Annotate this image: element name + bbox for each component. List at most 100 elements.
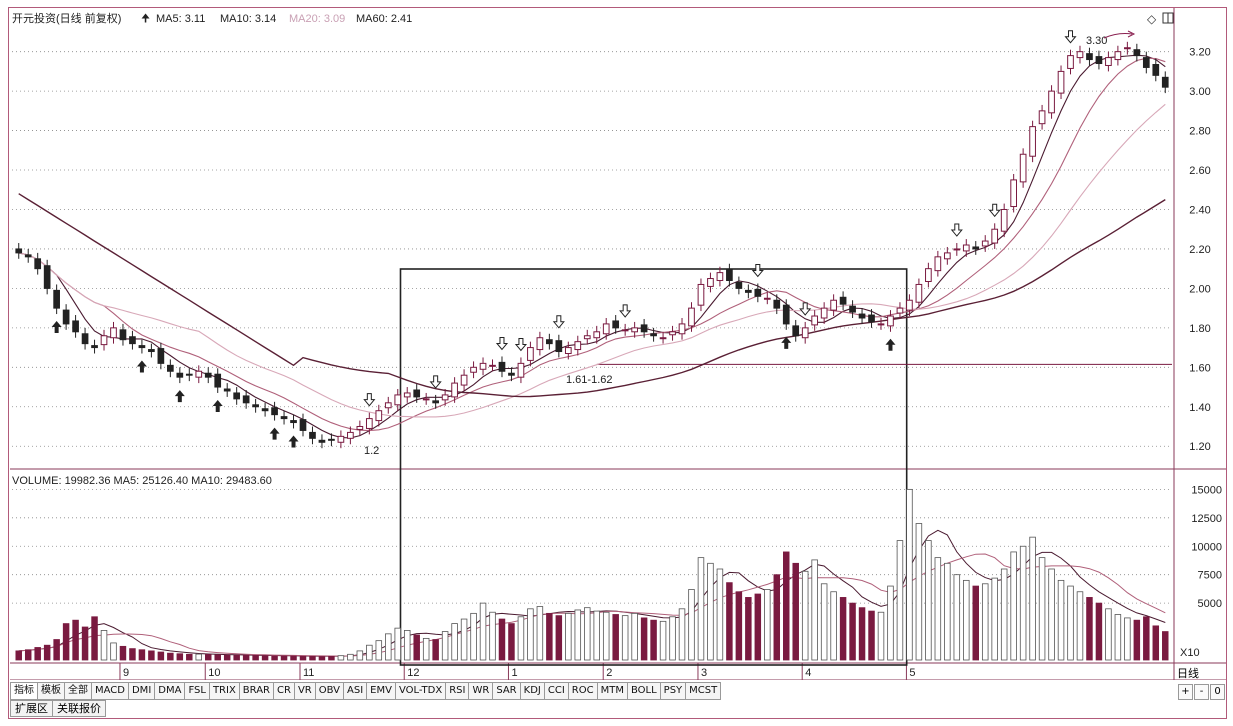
indicator-tab[interactable]: VR — [294, 682, 316, 700]
volume-bar — [138, 649, 146, 661]
candle-body — [280, 416, 288, 420]
candle-body — [157, 348, 165, 364]
sell-arrow-icon — [988, 203, 1001, 218]
indicator-tab[interactable]: CCI — [544, 682, 569, 700]
indicator-tab[interactable]: RSI — [446, 682, 470, 700]
candle-body — [612, 320, 620, 329]
candle-body — [830, 299, 837, 311]
volume-bar — [1143, 616, 1150, 661]
candle-body — [261, 408, 269, 412]
candle-body — [413, 389, 421, 398]
volume-bar — [1000, 568, 1008, 661]
candle-body — [1067, 55, 1074, 69]
volume-bar — [631, 612, 638, 661]
volume-bar — [422, 637, 430, 661]
indicator-tab[interactable]: CR — [274, 682, 295, 700]
candle-body — [223, 388, 231, 392]
candle-body — [72, 320, 79, 333]
ma60-line — [18, 193, 1166, 398]
ma20-label: MA20: 3.09 — [289, 13, 345, 25]
price-tick: 2.80 — [1189, 126, 1210, 138]
volume-bar — [877, 611, 885, 661]
candle-body — [1019, 153, 1027, 183]
candle-body — [148, 349, 155, 353]
volume-bar — [62, 623, 70, 661]
volume-bar — [318, 656, 326, 661]
zoom-button[interactable]: - — [1194, 684, 1209, 700]
indicator-tab[interactable]: DMA — [155, 682, 186, 700]
candle-body — [375, 410, 383, 422]
indicator-tab[interactable]: TRIX — [209, 682, 240, 700]
stock-chart: 3.20 3.00 2.80 2.60 2.40 2.20 2.00 1.80 1.60 1.40… — [0, 0, 1226, 680]
indicator-tab[interactable]: BOLL — [627, 682, 661, 700]
price-tick: 2.40 — [1189, 204, 1210, 216]
volume-bar — [252, 655, 259, 661]
candle-body — [574, 341, 582, 351]
indicator-tab[interactable]: PSY — [660, 682, 687, 700]
volume-bar — [53, 639, 60, 661]
sell-arrow-icon — [552, 315, 565, 329]
zoom-button[interactable]: + — [1178, 684, 1193, 700]
volume-bar — [555, 615, 563, 661]
indicator-tab[interactable]: FSL — [185, 682, 210, 700]
sell-arrow-icon — [619, 304, 632, 318]
month-label: 5 — [909, 667, 915, 679]
candle-body — [100, 335, 108, 346]
indicator-tab[interactable]: KDJ — [520, 682, 545, 700]
volume-bar — [432, 639, 439, 661]
ma20-line — [18, 103, 1166, 418]
indicator-tab[interactable]: 全部 — [65, 682, 92, 700]
indicator-tab[interactable]: MCST — [686, 682, 722, 700]
candle-body — [347, 431, 354, 439]
extension-tab[interactable]: 扩展区 — [10, 700, 53, 717]
volume-bar — [470, 612, 477, 661]
candle-body — [640, 324, 648, 333]
diamond-icon[interactable]: ◇ — [1147, 12, 1157, 26]
extension-tab[interactable]: 关联报价 — [53, 700, 106, 717]
candle-body — [972, 246, 980, 250]
buy-arrow-icon — [174, 390, 185, 403]
indicator-tab[interactable]: ASI — [344, 682, 368, 700]
candle-body — [195, 370, 203, 378]
volume-bar — [1086, 597, 1093, 661]
candle-body — [858, 313, 866, 319]
volume-bar — [650, 619, 657, 661]
indicator-tab[interactable]: 指标 — [10, 682, 38, 700]
indicator-tab[interactable]: BRAR — [239, 682, 274, 700]
indicator-tab[interactable]: OBV — [315, 682, 344, 700]
volume-bar — [906, 488, 913, 661]
candle-body — [792, 325, 800, 337]
candle-body — [1029, 126, 1036, 157]
ma60-label: MA60: 2.41 — [356, 13, 412, 25]
candle-body — [631, 327, 638, 333]
chart-frame — [8, 7, 1227, 719]
candle-body — [669, 331, 676, 336]
indicator-tab[interactable]: 模板 — [38, 682, 65, 700]
candle-body — [176, 372, 184, 378]
low-annotation: 1.2 — [364, 445, 379, 457]
candle-body — [773, 299, 781, 309]
volume-bar — [1048, 568, 1055, 661]
indicator-tab[interactable]: WR — [469, 682, 494, 700]
indicator-tab[interactable]: MACD — [92, 682, 129, 700]
indicator-tab[interactable]: MTM — [597, 682, 628, 700]
indicator-tab[interactable]: SAR — [493, 682, 521, 700]
candle-body — [991, 228, 999, 244]
volume-bar — [271, 655, 278, 661]
volume-bar — [1124, 617, 1131, 661]
volume-bar — [91, 616, 98, 661]
candle-body — [659, 337, 667, 340]
indicator-tab[interactable]: VOL-TDX — [395, 682, 447, 700]
candle-body — [110, 327, 117, 339]
indicator-tab[interactable]: DMI — [128, 682, 156, 700]
volume-bar — [34, 647, 41, 661]
month-label: 4 — [805, 667, 811, 679]
volume-bar — [593, 610, 600, 661]
indicator-tab[interactable]: EMV — [367, 682, 396, 700]
candle-body — [745, 289, 752, 293]
zoom-button[interactable]: 0 — [1210, 684, 1225, 700]
indicator-tab[interactable]: ROC — [568, 682, 598, 700]
volume-bar — [726, 582, 733, 661]
month-label: 2 — [606, 667, 612, 679]
volume-bar — [678, 608, 686, 661]
